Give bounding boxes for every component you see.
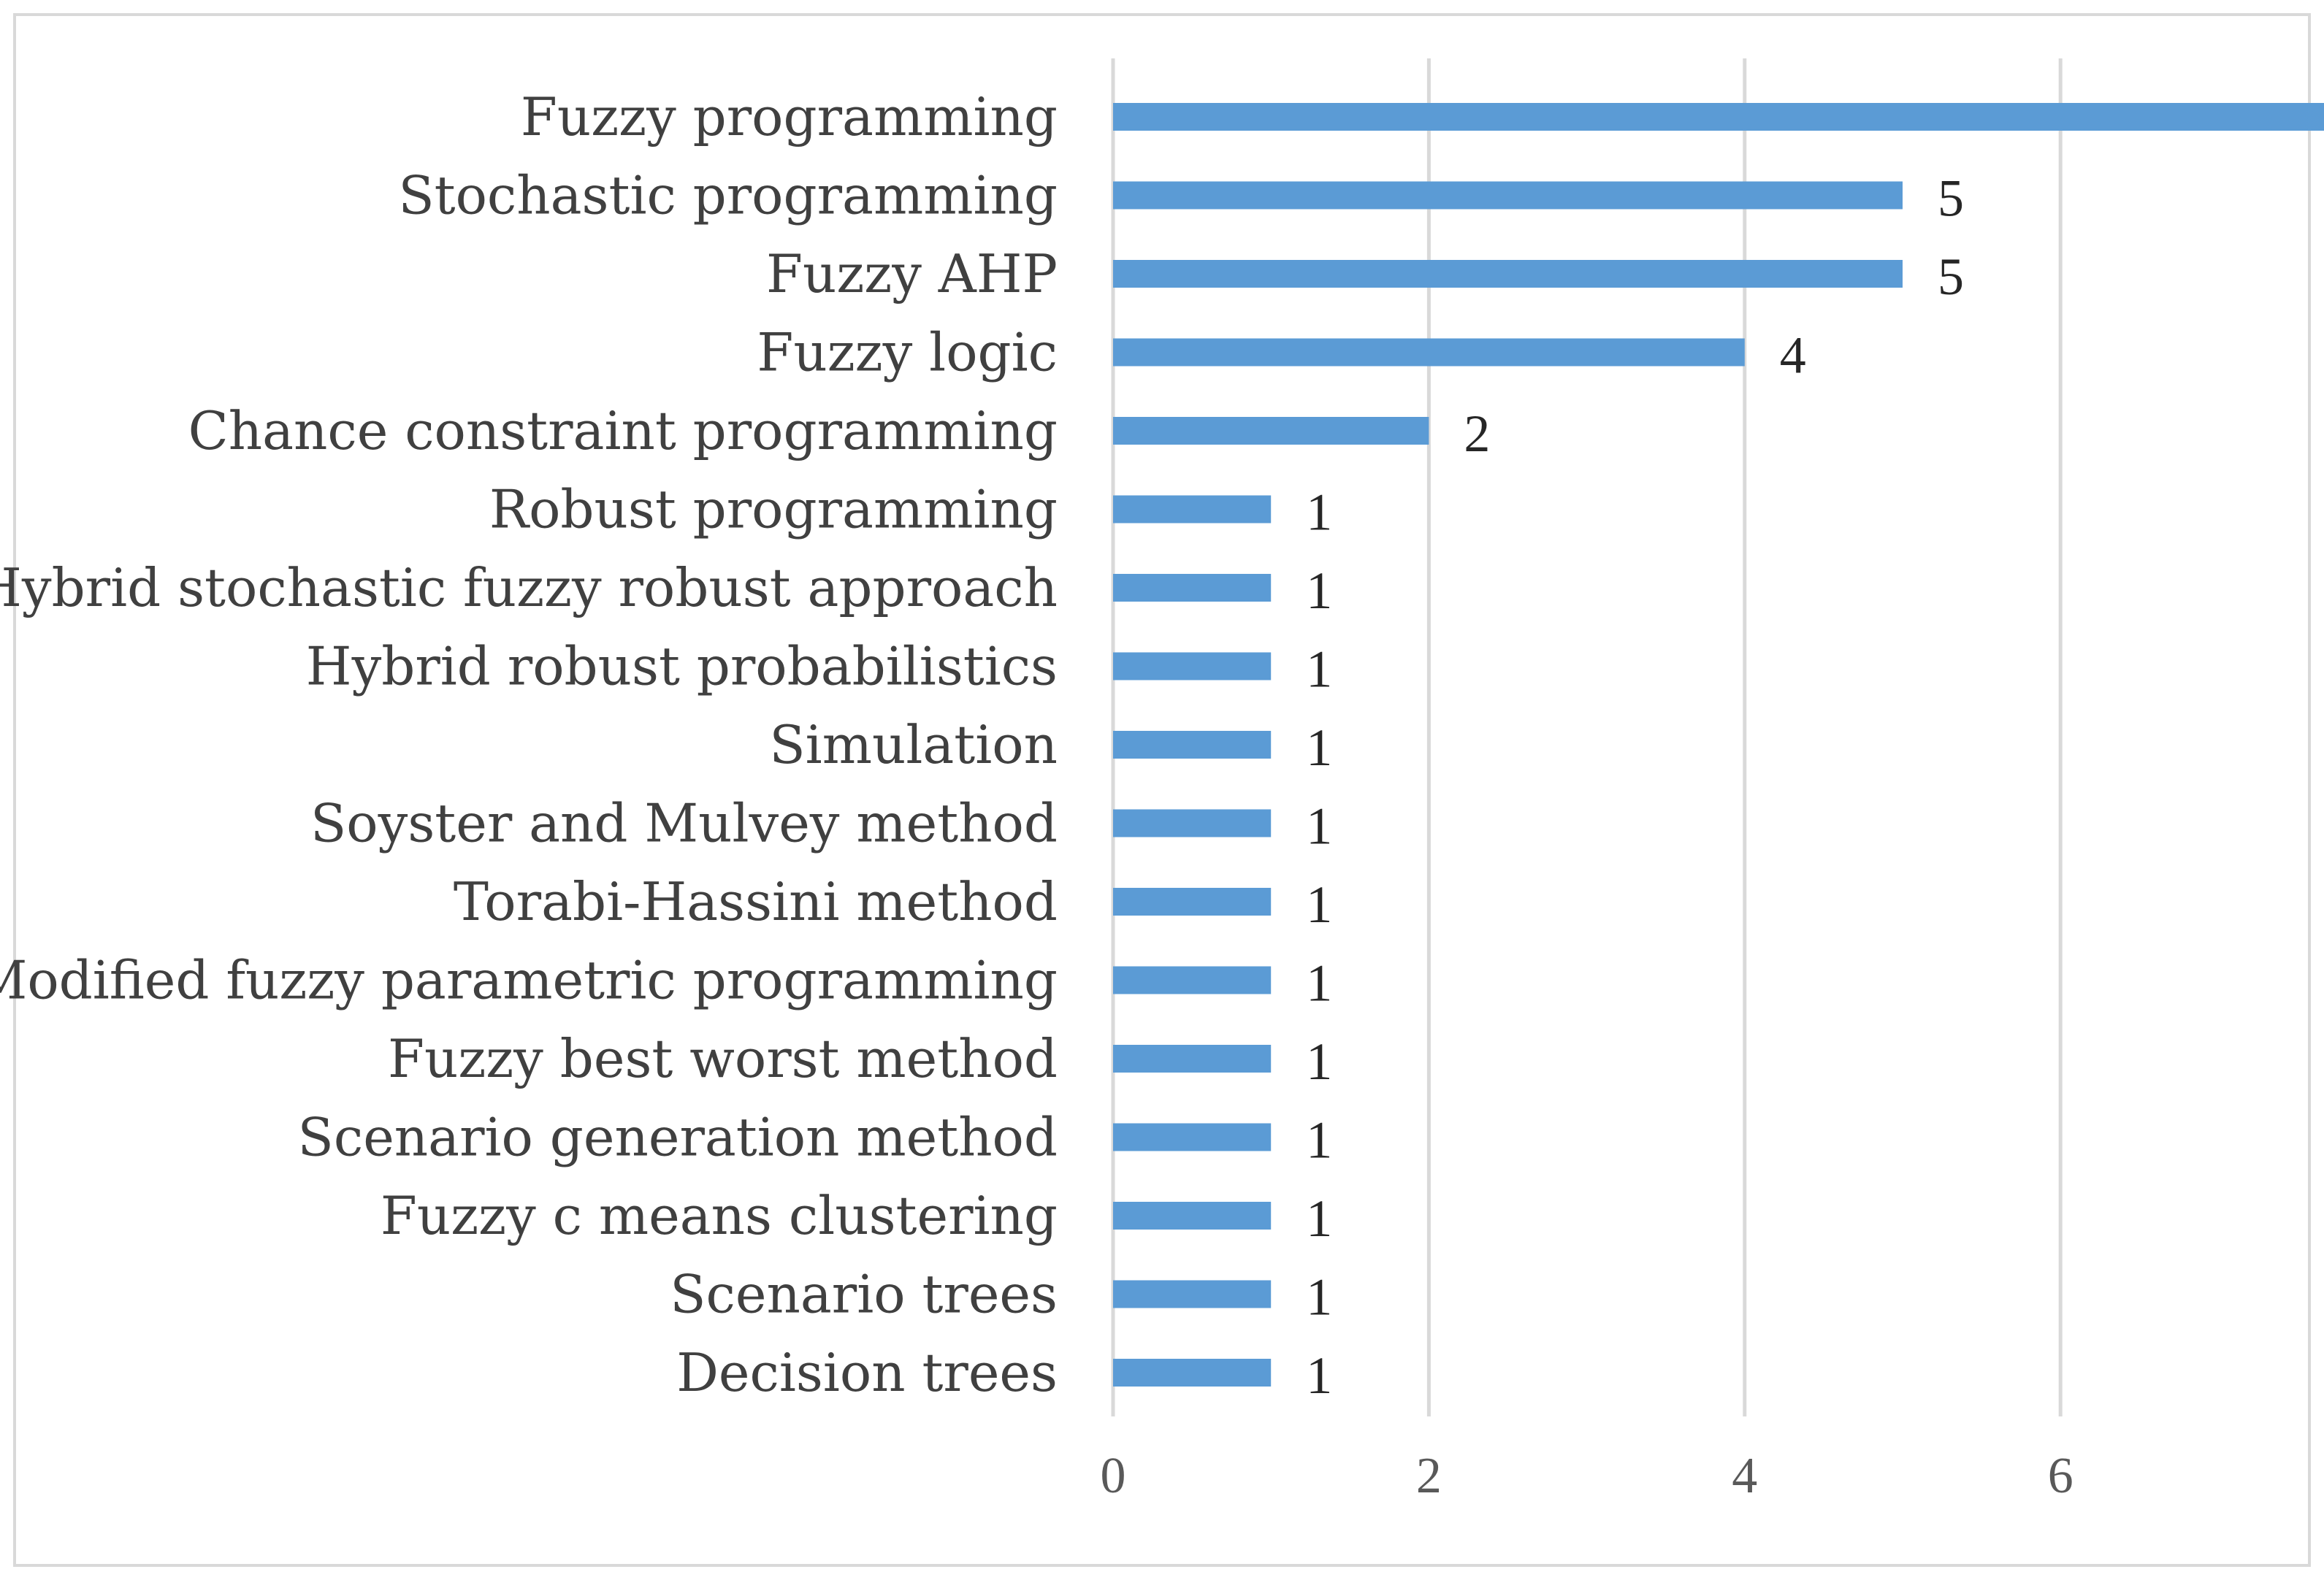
x-tick-label: 4 bbox=[1732, 1448, 1757, 1504]
data-label: 1 bbox=[1306, 483, 1332, 542]
category-label: Torabi-Hassini method bbox=[454, 871, 1058, 932]
x-axis-tick-labels: 02468101214 bbox=[1101, 1448, 2073, 1504]
bar bbox=[1113, 1202, 1272, 1230]
data-label: 1 bbox=[1306, 1189, 1332, 1248]
bar bbox=[1113, 809, 1272, 837]
category-label: Fuzzy AHP bbox=[766, 243, 1058, 304]
category-label: Scenario trees bbox=[670, 1264, 1058, 1325]
data-label: 1 bbox=[1306, 954, 1332, 1013]
bar bbox=[1113, 1359, 1272, 1387]
data-label: 1 bbox=[1306, 1346, 1332, 1405]
category-label: Decision trees bbox=[676, 1342, 1058, 1403]
bar bbox=[1113, 1045, 1272, 1073]
data-label: 1 bbox=[1306, 640, 1332, 699]
category-label: Fuzzy logic bbox=[757, 322, 1058, 383]
category-label: Fuzzy programming bbox=[521, 86, 1058, 147]
bar bbox=[1113, 731, 1272, 759]
bar bbox=[1113, 495, 1272, 524]
x-tick-label: 0 bbox=[1101, 1448, 1126, 1504]
bar bbox=[1113, 338, 1745, 367]
category-label: Hybrid stochastic fuzzy robust approach bbox=[0, 557, 1058, 618]
data-label: 5 bbox=[1938, 169, 1964, 228]
category-label: Scenario generation method bbox=[298, 1107, 1058, 1168]
data-label: 1 bbox=[1306, 797, 1332, 856]
bar bbox=[1113, 1280, 1272, 1308]
data-label: 1 bbox=[1306, 875, 1332, 934]
category-label: Robust programming bbox=[489, 479, 1058, 540]
data-label: 1 bbox=[1306, 1111, 1332, 1170]
data-label: 1 bbox=[1306, 1032, 1332, 1091]
category-label: Modified fuzzy parametric programming bbox=[0, 950, 1058, 1011]
bar bbox=[1113, 574, 1272, 602]
x-tick-label: 2 bbox=[1416, 1448, 1442, 1504]
category-label: Fuzzy best worst method bbox=[388, 1028, 1058, 1089]
category-label: Simulation bbox=[769, 714, 1058, 775]
category-label: Soyster and Mulvey method bbox=[310, 793, 1058, 854]
category-label: Fuzzy c means clustering bbox=[381, 1185, 1058, 1246]
x-tick-label: 6 bbox=[2048, 1448, 2073, 1504]
category-label: Hybrid robust probabilistics bbox=[306, 636, 1058, 697]
bar bbox=[1113, 1123, 1272, 1151]
category-label: Stochastic programming bbox=[398, 165, 1058, 226]
data-label: 1 bbox=[1306, 718, 1332, 777]
bar bbox=[1113, 966, 1272, 994]
category-label: Chance constraint programming bbox=[188, 400, 1058, 461]
category-labels: Fuzzy programming Stochastic programming F… bbox=[0, 86, 1058, 1403]
data-label: 5 bbox=[1938, 248, 1964, 306]
bars bbox=[1113, 103, 2324, 1387]
data-label: 1 bbox=[1306, 561, 1332, 620]
data-labels: 125542111111111111 bbox=[1306, 169, 1964, 1405]
data-label: 1 bbox=[1306, 1268, 1332, 1327]
bar bbox=[1113, 888, 1272, 916]
bar bbox=[1113, 181, 1903, 210]
bar bbox=[1113, 260, 1903, 288]
bar bbox=[1113, 103, 2324, 131]
data-label: 2 bbox=[1464, 404, 1490, 463]
bar bbox=[1113, 417, 1429, 445]
bar bbox=[1113, 652, 1272, 680]
data-label: 4 bbox=[1780, 326, 1806, 385]
